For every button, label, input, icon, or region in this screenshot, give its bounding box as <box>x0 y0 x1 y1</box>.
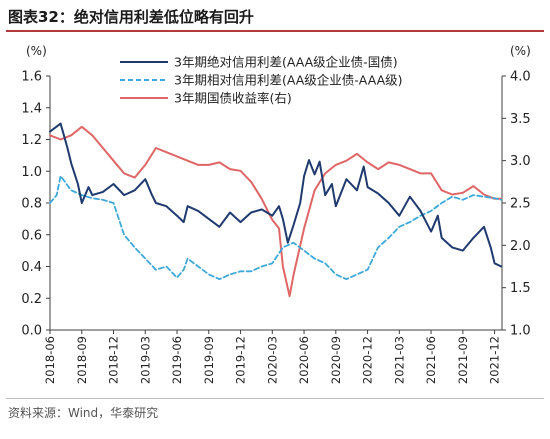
x-tick-label: 2020-06 <box>297 336 311 384</box>
x-tick-label: 2021-03 <box>392 336 406 384</box>
right-tick-label: 3.0 <box>510 154 531 169</box>
left-tick-label: 1.0 <box>21 165 42 180</box>
x-tick-label: 2021-06 <box>424 336 438 384</box>
left-tick-label: 1.6 <box>21 70 42 85</box>
right-tick-label: 4.0 <box>510 70 531 85</box>
left-tick-label: 1.2 <box>21 133 42 148</box>
footer-rule <box>6 398 544 399</box>
series-line-3 <box>49 125 503 298</box>
left-tick-label: 0.0 <box>21 324 42 339</box>
x-tick-label: 2021-09 <box>456 336 470 384</box>
x-tick-label: 2020-12 <box>361 336 375 384</box>
left-tick-label: 1.4 <box>21 101 42 116</box>
right-tick-label: 2.5 <box>510 197 531 212</box>
right-tick-label: 3.5 <box>510 112 531 127</box>
figure-title: 图表32：绝对信用利差低位略有回升 <box>8 8 254 26</box>
x-tick-label: 2018-12 <box>107 336 121 384</box>
title-rule <box>6 30 544 32</box>
source-note: 资料来源：Wind，华泰研究 <box>8 406 159 420</box>
x-tick-label: 2020-03 <box>265 336 279 384</box>
right-tick-label: 1.5 <box>510 281 531 296</box>
x-tick-label: 2018-09 <box>75 336 89 384</box>
series-line-2 <box>49 175 503 281</box>
legend-label-2: 3年期相对信用利差(AA级企业债-AAA级) <box>174 73 403 88</box>
left-tick-label: 0.8 <box>21 197 42 212</box>
left-tick-label: 0.2 <box>21 292 42 307</box>
legend: 3年期绝对信用利差(AAA级企业债-国债) 3年期相对信用利差(AA级企业债-AA… <box>120 55 403 106</box>
chart-axes: (%) (%) 0.0 0.2 0.4 0.6 0.8 1.0 1.2 1.4 1.6 1.0 1.5 2… <box>21 44 530 384</box>
left-tick-label: 0.4 <box>21 260 42 275</box>
x-tick-label: 2020-09 <box>329 336 343 384</box>
left-axis-unit: (%) <box>26 44 47 58</box>
x-tick-label: 2021-12 <box>488 336 502 384</box>
x-tick-label: 2019-03 <box>138 336 152 384</box>
right-tick-label: 1.0 <box>510 324 531 339</box>
x-tick-label: 2019-09 <box>202 336 216 384</box>
right-axis-unit: (%) <box>510 44 531 58</box>
legend-label-3: 3年期国债收益率(右) <box>174 91 292 106</box>
x-tick-label: 2019-06 <box>170 336 184 384</box>
left-tick-label: 0.6 <box>21 228 42 243</box>
x-tick-label: 2018-06 <box>43 336 57 384</box>
series-line-1 <box>49 122 503 268</box>
right-tick-label: 2.0 <box>510 239 531 254</box>
chart-series <box>49 122 503 298</box>
x-tick-label: 2019-12 <box>234 336 248 384</box>
legend-label-1: 3年期绝对信用利差(AAA级企业债-国债) <box>174 55 398 70</box>
